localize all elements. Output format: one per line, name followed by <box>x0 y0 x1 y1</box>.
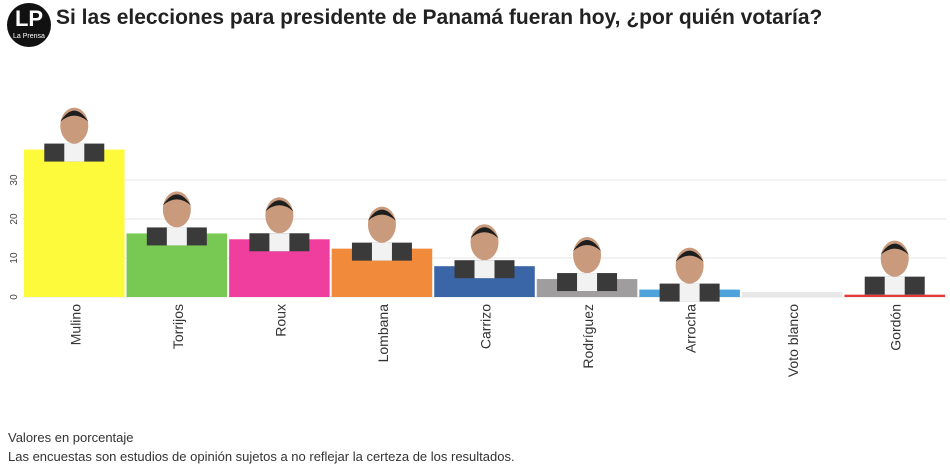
bar-voto-blanco <box>741 291 843 297</box>
y-tick-label: 20 <box>9 213 20 225</box>
candidate-photo <box>249 197 310 252</box>
x-tick-label: Rodríguez <box>580 304 596 369</box>
x-tick-label: Torrijos <box>170 304 186 349</box>
candidate-photo <box>351 206 412 261</box>
candidate-photo <box>454 224 515 279</box>
x-tick-label: Lombana <box>375 304 391 363</box>
y-tick-label: 0 <box>9 294 20 300</box>
x-tick-label: Voto blanco <box>785 304 801 377</box>
candidate-photo <box>146 191 207 246</box>
footer-note-disclaimer: Las encuestas son estudios de opinión su… <box>8 449 515 464</box>
candidate-photo <box>864 240 925 295</box>
candidate-photo <box>44 107 105 162</box>
candidate-photo <box>659 247 720 302</box>
logo-text: LP <box>14 6 44 31</box>
bar-gordón <box>844 294 945 297</box>
bar-chart: 0 10 20 30 Mulino Torrijos Roux Lombana Carrizo R… <box>9 107 946 377</box>
candidate-photo <box>557 237 618 292</box>
x-tick-label: Mulino <box>67 304 83 345</box>
bar-mulino <box>24 149 125 297</box>
x-tick-label: Arrocha <box>683 304 699 353</box>
y-tick-label: 30 <box>9 174 20 186</box>
y-tick-label: 10 <box>9 252 20 264</box>
x-tick-label: Carrizo <box>478 304 494 349</box>
la-prensa-logo: LP La Prensa <box>7 3 51 47</box>
x-tick-label: Gordón <box>888 304 904 351</box>
logo-subtext: La Prensa <box>13 33 45 40</box>
x-tick-label: Roux <box>272 304 288 337</box>
chart-title: Si las elecciones para presidente de Pan… <box>56 6 823 29</box>
footer-note-units: Valores en porcentaje <box>8 430 134 445</box>
